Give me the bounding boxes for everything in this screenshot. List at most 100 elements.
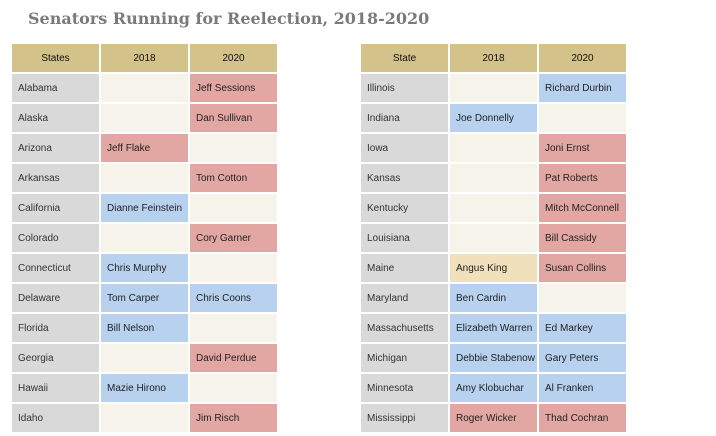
- state-cell: Alabama: [12, 74, 99, 102]
- state-cell: Alaska: [12, 104, 99, 132]
- senators-table-left: States 2018 2020 Alabama Jeff Sessions Ala…: [10, 42, 279, 434]
- state-cell: California: [12, 194, 99, 222]
- table-row: Alabama Jeff Sessions: [12, 74, 277, 102]
- senator-2018-cell: Amy Klobuchar: [450, 374, 537, 402]
- header-row: State 2018 2020: [361, 44, 626, 72]
- senator-2018-cell: [450, 194, 537, 222]
- senator-2020-cell: Chris Coons: [190, 284, 277, 312]
- column-header-2018: 2018: [101, 44, 188, 72]
- state-cell: Georgia: [12, 344, 99, 372]
- senator-2018-cell: [101, 74, 188, 102]
- senator-2018-cell: [101, 104, 188, 132]
- table-row: Kentucky Mitch McConnell: [361, 194, 626, 222]
- state-cell: Arkansas: [12, 164, 99, 192]
- senator-2018-cell: [450, 74, 537, 102]
- table-row: Connecticut Chris Murphy: [12, 254, 277, 282]
- state-cell: Illinois: [361, 74, 448, 102]
- senator-2018-cell: [101, 164, 188, 192]
- table-row: California Dianne Feinstein: [12, 194, 277, 222]
- state-cell: Indiana: [361, 104, 448, 132]
- table-row: Michigan Debbie Stabenow Gary Peters: [361, 344, 626, 372]
- state-cell: Iowa: [361, 134, 448, 162]
- state-cell: Maryland: [361, 284, 448, 312]
- senator-2020-cell: Cory Garner: [190, 224, 277, 252]
- senator-2020-cell: [539, 104, 626, 132]
- table-row: Arkansas Tom Cotton: [12, 164, 277, 192]
- state-cell: Kentucky: [361, 194, 448, 222]
- table-row: Arizona Jeff Flake: [12, 134, 277, 162]
- senator-2018-cell: Ben Cardin: [450, 284, 537, 312]
- senator-2018-cell: Dianne Feinstein: [101, 194, 188, 222]
- state-cell: Hawaii: [12, 374, 99, 402]
- state-cell: Minnesota: [361, 374, 448, 402]
- state-cell: Mississippi: [361, 404, 448, 432]
- senator-2020-cell: Dan Sullivan: [190, 104, 277, 132]
- senator-2018-cell: [450, 164, 537, 192]
- senators-table-right: State 2018 2020 Illinois Richard Durbin In…: [359, 42, 628, 434]
- state-cell: Arizona: [12, 134, 99, 162]
- senator-2018-cell: [450, 224, 537, 252]
- table-row: Iowa Joni Ernst: [361, 134, 626, 162]
- table-row: Indiana Joe Donnelly: [361, 104, 626, 132]
- senator-2020-cell: Richard Durbin: [539, 74, 626, 102]
- table-row: Alaska Dan Sullivan: [12, 104, 277, 132]
- senator-2018-cell: [450, 134, 537, 162]
- table-row: Minnesota Amy Klobuchar Al Franken: [361, 374, 626, 402]
- senator-2018-cell: Chris Murphy: [101, 254, 188, 282]
- senator-2018-cell: [101, 404, 188, 432]
- senator-2020-cell: Pat Roberts: [539, 164, 626, 192]
- table-row: Kansas Pat Roberts: [361, 164, 626, 192]
- column-header-2018: 2018: [450, 44, 537, 72]
- header-row: States 2018 2020: [12, 44, 277, 72]
- column-header-states: States: [12, 44, 99, 72]
- senator-2020-cell: Jeff Sessions: [190, 74, 277, 102]
- senator-2020-cell: Susan Collins: [539, 254, 626, 282]
- state-cell: Kansas: [361, 164, 448, 192]
- senator-2020-cell: Al Franken: [539, 374, 626, 402]
- table-row: Illinois Richard Durbin: [361, 74, 626, 102]
- column-header-2020: 2020: [190, 44, 277, 72]
- state-cell: Michigan: [361, 344, 448, 372]
- state-cell: Connecticut: [12, 254, 99, 282]
- senator-2018-cell: Tom Carper: [101, 284, 188, 312]
- senator-2018-cell: Debbie Stabenow: [450, 344, 537, 372]
- table-row: Idaho Jim Risch: [12, 404, 277, 432]
- senator-2018-cell: [101, 224, 188, 252]
- senator-2020-cell: Gary Peters: [539, 344, 626, 372]
- senator-2018-cell: Roger Wicker: [450, 404, 537, 432]
- senator-2020-cell: Mitch McConnell: [539, 194, 626, 222]
- table-row: Hawaii Mazie Hirono: [12, 374, 277, 402]
- state-cell: Louisiana: [361, 224, 448, 252]
- table-row: Georgia David Perdue: [12, 344, 277, 372]
- state-cell: Colorado: [12, 224, 99, 252]
- state-cell: Idaho: [12, 404, 99, 432]
- senator-2018-cell: Angus King: [450, 254, 537, 282]
- senator-2020-cell: Tom Cotton: [190, 164, 277, 192]
- table-row: Delaware Tom Carper Chris Coons: [12, 284, 277, 312]
- senator-2018-cell: Elizabeth Warren: [450, 314, 537, 342]
- page-title: Senators Running for Reelection, 2018-20…: [28, 9, 430, 28]
- state-cell: Florida: [12, 314, 99, 342]
- senator-2020-cell: Ed Markey: [539, 314, 626, 342]
- table-row: Maryland Ben Cardin: [361, 284, 626, 312]
- senator-2020-cell: Bill Cassidy: [539, 224, 626, 252]
- senator-2018-cell: Joe Donnelly: [450, 104, 537, 132]
- senator-2020-cell: [190, 314, 277, 342]
- table-row: Maine Angus King Susan Collins: [361, 254, 626, 282]
- senator-2020-cell: [190, 194, 277, 222]
- table-row: Colorado Cory Garner: [12, 224, 277, 252]
- senator-2020-cell: [190, 134, 277, 162]
- table-row: Florida Bill Nelson: [12, 314, 277, 342]
- table-row: Massachusetts Elizabeth Warren Ed Markey: [361, 314, 626, 342]
- senator-2020-cell: Thad Cochran: [539, 404, 626, 432]
- senator-2018-cell: [101, 344, 188, 372]
- table-row: Louisiana Bill Cassidy: [361, 224, 626, 252]
- senator-2020-cell: [190, 374, 277, 402]
- senator-2018-cell: Mazie Hirono: [101, 374, 188, 402]
- table-row: Mississippi Roger Wicker Thad Cochran: [361, 404, 626, 432]
- state-cell: Delaware: [12, 284, 99, 312]
- senator-2020-cell: Joni Ernst: [539, 134, 626, 162]
- senator-2020-cell: Jim Risch: [190, 404, 277, 432]
- senator-2020-cell: [539, 284, 626, 312]
- state-cell: Massachusetts: [361, 314, 448, 342]
